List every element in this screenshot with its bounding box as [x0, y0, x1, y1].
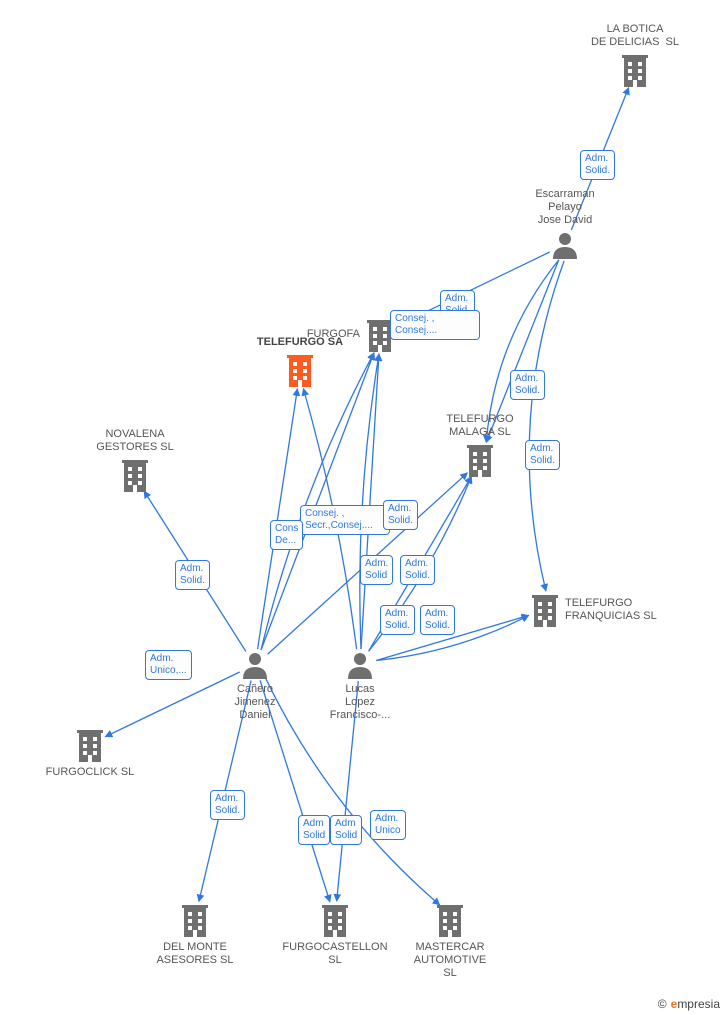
edge-label[interactable]: Consej. , Consej.... — [390, 310, 480, 340]
edge-label[interactable]: Adm. Solid. — [400, 555, 435, 585]
node-label: TELEFURGO FRANQUICIAS SL — [565, 597, 705, 623]
node-label: TELEFURGO SA — [230, 336, 370, 349]
company-node[interactable] — [75, 728, 105, 767]
building-icon — [435, 903, 465, 937]
building-icon — [285, 353, 315, 387]
company-node[interactable] — [620, 53, 650, 92]
node-label: TELEFURGO MALAGA SL — [410, 413, 550, 439]
company-node[interactable] — [530, 593, 560, 632]
edge-label[interactable]: Adm. Solid. — [525, 440, 560, 470]
edge-label[interactable]: Adm. Solid — [360, 555, 393, 585]
company-node[interactable] — [435, 903, 465, 942]
edge-label[interactable]: Adm. Solid. — [210, 790, 245, 820]
edge-label[interactable]: Adm Solid — [330, 815, 362, 845]
person-icon — [240, 651, 270, 679]
edge-label[interactable]: Adm. Solid. — [420, 605, 455, 635]
building-icon — [620, 53, 650, 87]
building-icon — [320, 903, 350, 937]
edge-label[interactable]: Adm. Solid. — [383, 500, 418, 530]
node-label: Escarraman Pelayo Jose David — [495, 188, 635, 227]
copyright: © empresia — [658, 997, 720, 1011]
company-node[interactable] — [285, 353, 315, 392]
building-icon — [530, 593, 560, 627]
node-label: Lucas Lopez Francisco-... — [290, 683, 430, 722]
edge-label[interactable]: Adm. Solid. — [175, 560, 210, 590]
building-icon — [465, 443, 495, 477]
building-icon — [180, 903, 210, 937]
edge-line — [261, 353, 374, 650]
person-icon — [345, 651, 375, 679]
person-node[interactable] — [550, 231, 580, 264]
company-node[interactable] — [120, 458, 150, 497]
person-node[interactable] — [345, 651, 375, 684]
brand-rest: mpresia — [677, 997, 720, 1011]
edge-line — [360, 354, 379, 649]
edge-line — [361, 354, 379, 649]
node-label: LA BOTICA DE DELICIAS SL — [565, 23, 705, 49]
edge-label[interactable]: Adm. Unico,... — [145, 650, 192, 680]
edge-label[interactable]: Adm. Solid. — [380, 605, 415, 635]
person-icon — [550, 231, 580, 259]
copyright-symbol: © — [658, 997, 667, 1011]
edge-label[interactable]: Adm Solid — [298, 815, 330, 845]
network-diagram: { "canvas": {"width":728,"height":1015,"… — [0, 0, 728, 1015]
company-node[interactable] — [465, 443, 495, 482]
node-label: DEL MONTE ASESORES SL — [125, 941, 265, 967]
edge-label[interactable]: Cons De... — [270, 520, 303, 550]
company-node[interactable] — [180, 903, 210, 942]
building-icon — [75, 728, 105, 762]
edge-label[interactable]: Consej. , Secr.,Consej.... — [300, 505, 390, 535]
person-node[interactable] — [240, 651, 270, 684]
edge-line — [261, 353, 374, 650]
company-node[interactable] — [320, 903, 350, 942]
node-label: MASTERCAR AUTOMOTIVE SL — [380, 941, 520, 980]
node-label: NOVALENA GESTORES SL — [65, 428, 205, 454]
edge-label[interactable]: Adm. Unico — [370, 810, 406, 840]
edge-line — [258, 389, 298, 649]
building-icon — [120, 458, 150, 492]
edge-label[interactable]: Adm. Solid. — [580, 150, 615, 180]
edge-label[interactable]: Adm. Solid. — [510, 370, 545, 400]
node-label: FURGOCLICK SL — [20, 766, 160, 779]
